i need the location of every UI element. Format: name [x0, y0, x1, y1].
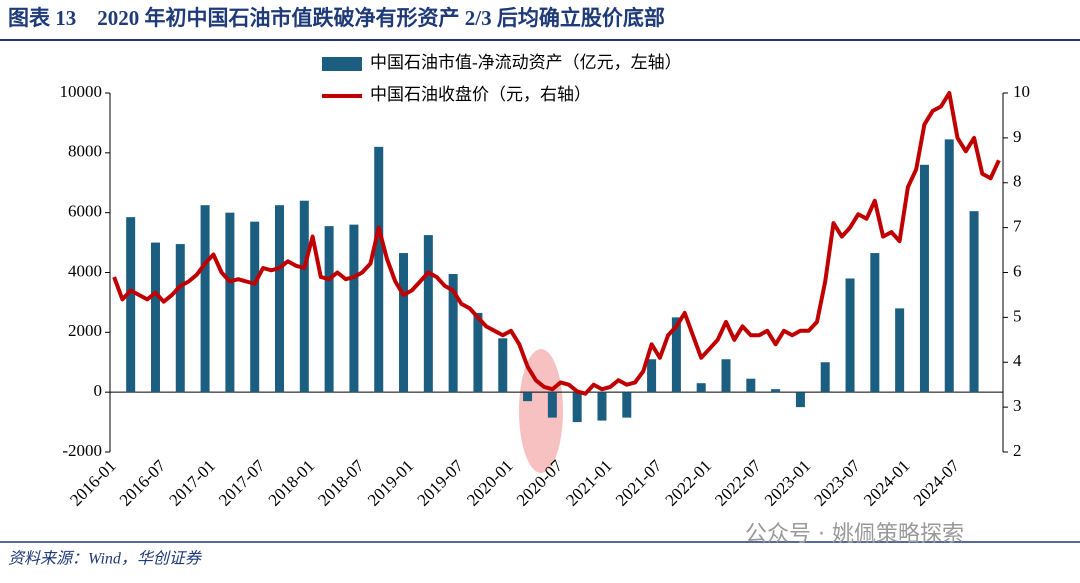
- bar: [299, 200, 309, 393]
- x-tick-label: 2017-01: [165, 456, 219, 510]
- bar: [622, 392, 632, 418]
- bar: [473, 312, 483, 393]
- legend-label: 中国石油市值-净流动资产（亿元，左轴）: [370, 53, 682, 72]
- bar: [374, 146, 384, 393]
- y2-tick-label: 10: [1013, 82, 1030, 101]
- x-tick-label: 2017-07: [215, 456, 269, 510]
- y2-tick-label: 5: [1013, 306, 1022, 325]
- y-tick-label: 10000: [60, 82, 103, 101]
- y-tick-label: 0: [94, 381, 103, 400]
- legend-label: 中国石油收盘价（元，右轴）: [370, 85, 591, 104]
- bar: [572, 392, 582, 423]
- x-tick-label: 2020-01: [463, 456, 517, 510]
- y-tick-label: 4000: [68, 261, 102, 280]
- bar: [597, 392, 607, 421]
- bar: [696, 383, 706, 393]
- x-tick-label: 2021-01: [562, 456, 616, 510]
- x-tick-label: 2023-07: [810, 456, 864, 510]
- x-tick-label: 2019-07: [413, 456, 467, 510]
- bar: [150, 242, 160, 393]
- bar: [845, 278, 855, 393]
- bar: [671, 317, 681, 393]
- bar: [349, 224, 359, 393]
- chart-title: 图表 13 2020 年初中国石油市值跌破净有形资产 2/3 后均确立股价底部: [8, 6, 665, 30]
- source: 资料来源：Wind，华创证券: [8, 550, 203, 568]
- bar: [721, 359, 731, 393]
- y2-tick-label: 3: [1013, 396, 1022, 415]
- bar: [250, 221, 260, 393]
- x-tick-label: 2019-01: [364, 456, 418, 510]
- bar: [795, 392, 805, 408]
- y2-tick-label: 4: [1013, 351, 1022, 370]
- bar: [126, 217, 136, 393]
- bar: [771, 389, 781, 393]
- x-tick-label: 2018-01: [265, 456, 319, 510]
- x-tick-label: 2016-01: [66, 456, 120, 510]
- bar: [399, 253, 409, 393]
- x-tick-label: 2022-01: [662, 456, 716, 510]
- bar: [895, 308, 905, 393]
- y-tick-label: 8000: [68, 142, 102, 161]
- bar: [200, 205, 210, 393]
- bar: [746, 378, 756, 393]
- y2-tick-label: 6: [1013, 261, 1022, 280]
- bar: [944, 139, 954, 393]
- x-tick-label: 2023-01: [761, 456, 815, 510]
- bar: [225, 212, 235, 393]
- bar: [647, 359, 657, 393]
- bar: [969, 211, 979, 393]
- legend-swatch: [322, 57, 362, 71]
- bar: [498, 338, 508, 393]
- bar: [324, 226, 334, 393]
- bar: [175, 244, 185, 393]
- bar: [820, 362, 830, 393]
- x-tick-label: 2022-07: [711, 456, 765, 510]
- x-tick-label: 2018-07: [314, 456, 368, 510]
- watermark: 公众号 · 姚佩策略探索: [745, 522, 964, 547]
- y2-tick-label: 7: [1013, 217, 1022, 236]
- bar: [448, 273, 458, 393]
- x-tick-label: 2016-07: [116, 456, 170, 510]
- x-tick-label: 2024-07: [910, 456, 964, 510]
- y-tick-label: 6000: [68, 202, 102, 221]
- bar: [423, 235, 433, 393]
- x-tick-label: 2021-07: [612, 456, 666, 510]
- bar: [523, 392, 533, 402]
- highlight-ellipse: [519, 349, 563, 473]
- bar: [919, 164, 929, 393]
- price-line: [112, 91, 1001, 396]
- bar: [275, 205, 285, 393]
- y2-tick-label: 9: [1013, 127, 1022, 146]
- y2-tick-label: 8: [1013, 172, 1022, 191]
- bar: [547, 392, 557, 418]
- x-tick-label: 2024-01: [860, 456, 914, 510]
- y2-tick-label: 2: [1013, 441, 1022, 460]
- bar: [870, 253, 880, 393]
- y-tick-label: -2000: [62, 441, 102, 460]
- y-tick-label: 2000: [68, 321, 102, 340]
